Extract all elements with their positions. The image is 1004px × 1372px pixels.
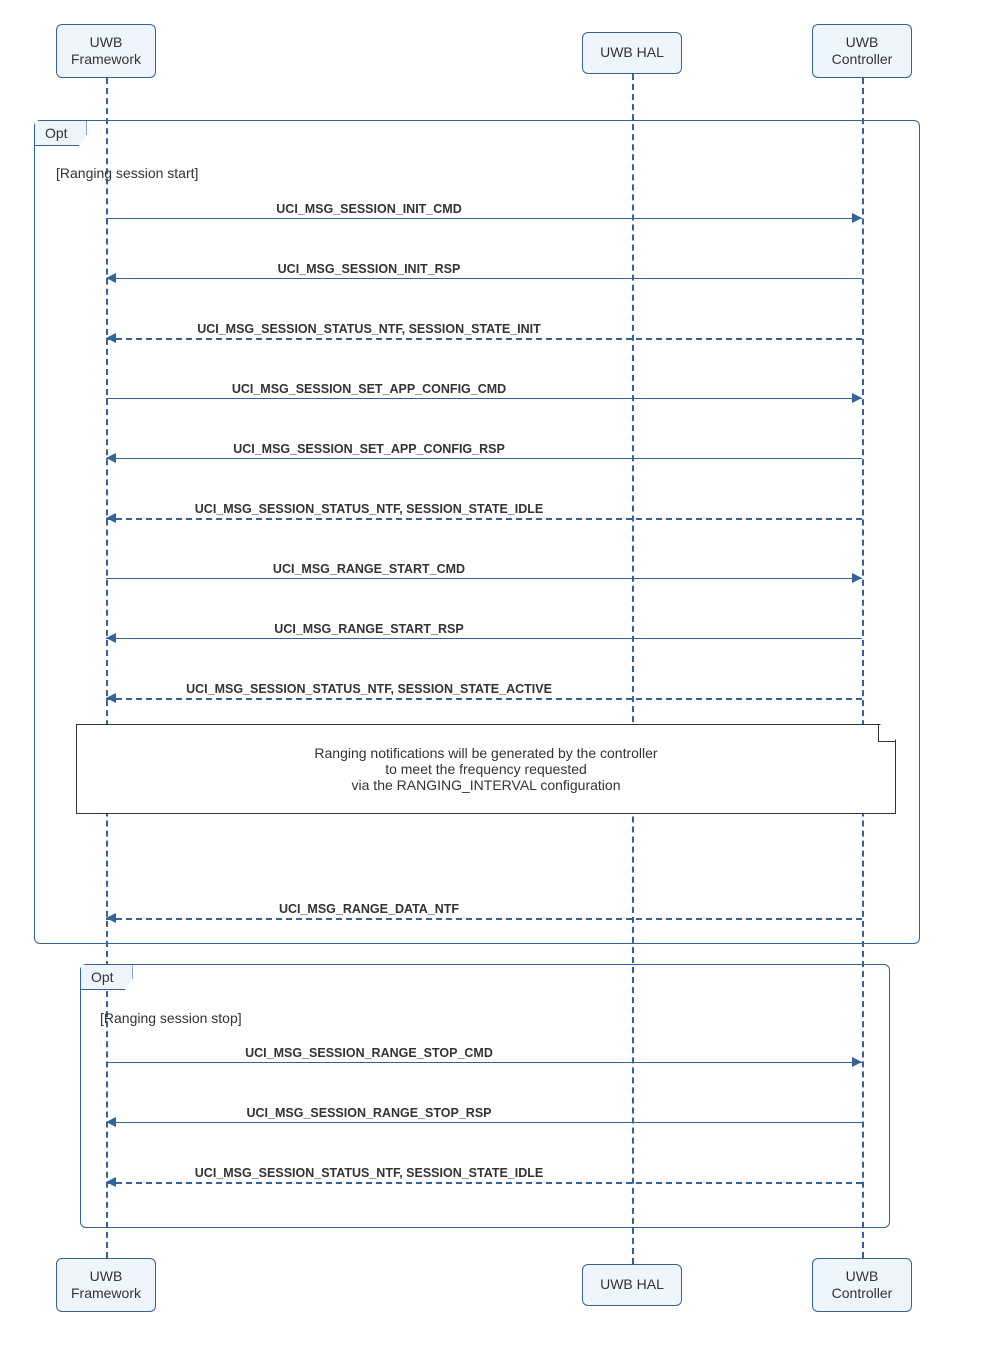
arrow-left-icon: [106, 913, 116, 923]
message-line: [106, 698, 862, 700]
arrow-left-icon: [106, 1177, 116, 1187]
sequence-diagram: Opt [Ranging session start] Opt [Ranging se…: [20, 20, 984, 1352]
frame-opt-start: Opt: [34, 120, 920, 944]
frame-opt-stop: Opt: [80, 964, 890, 1228]
message-label: UCI_MSG_SESSION_STATUS_NTF, SESSION_STAT…: [186, 682, 552, 696]
message-label: UCI_MSG_SESSION_INIT_RSP: [278, 262, 461, 276]
message-line: [106, 398, 862, 399]
arrow-left-icon: [106, 273, 116, 283]
arrow-left-icon: [106, 513, 116, 523]
message-label: UCI_MSG_RANGE_START_RSP: [274, 622, 463, 636]
arrow-right-icon: [852, 213, 862, 223]
participant-framework-top: UWB Framework: [56, 24, 156, 78]
frame-guard: [Ranging session start]: [56, 165, 198, 181]
arrow-right-icon: [852, 573, 862, 583]
arrow-right-icon: [852, 1057, 862, 1067]
arrow-left-icon: [106, 333, 116, 343]
message-line: [106, 458, 862, 459]
frame-guard: [Ranging session stop]: [100, 1010, 242, 1026]
message-line: [106, 918, 862, 920]
message-line: [106, 1062, 862, 1063]
message-label: UCI_MSG_RANGE_START_CMD: [273, 562, 465, 576]
participant-hal-top: UWB HAL: [582, 32, 682, 74]
message-label: UCI_MSG_SESSION_RANGE_STOP_CMD: [245, 1046, 493, 1060]
participant-controller-top: UWB Controller: [812, 24, 912, 78]
message-line: [106, 638, 862, 639]
message-label: UCI_MSG_SESSION_SET_APP_CONFIG_CMD: [232, 382, 506, 396]
participant-hal-bottom: UWB HAL: [582, 1264, 682, 1306]
participant-framework-bottom: UWB Framework: [56, 1258, 156, 1312]
note: Ranging notifications will be generated …: [76, 724, 896, 814]
message-label: UCI_MSG_SESSION_STATUS_NTF, SESSION_STAT…: [195, 1166, 543, 1180]
arrow-left-icon: [106, 453, 116, 463]
message-line: [106, 1182, 862, 1184]
arrow-left-icon: [106, 693, 116, 703]
message-label: UCI_MSG_SESSION_SET_APP_CONFIG_RSP: [233, 442, 505, 456]
arrow-right-icon: [852, 393, 862, 403]
message-line: [106, 1122, 862, 1123]
message-line: [106, 338, 862, 340]
note-fold-icon: [878, 725, 895, 742]
participant-controller-bottom: UWB Controller: [812, 1258, 912, 1312]
message-line: [106, 218, 862, 219]
frame-tag: Opt: [35, 121, 87, 146]
message-label: UCI_MSG_RANGE_DATA_NTF: [279, 902, 459, 916]
message-label: UCI_MSG_SESSION_RANGE_STOP_RSP: [247, 1106, 492, 1120]
message-line: [106, 578, 862, 579]
message-label: UCI_MSG_SESSION_STATUS_NTF, SESSION_STAT…: [197, 322, 541, 336]
arrow-left-icon: [106, 633, 116, 643]
frame-tag: Opt: [81, 965, 133, 990]
message-line: [106, 518, 862, 520]
arrow-left-icon: [106, 1117, 116, 1127]
message-label: UCI_MSG_SESSION_INIT_CMD: [276, 202, 461, 216]
message-line: [106, 278, 862, 279]
message-label: UCI_MSG_SESSION_STATUS_NTF, SESSION_STAT…: [195, 502, 543, 516]
